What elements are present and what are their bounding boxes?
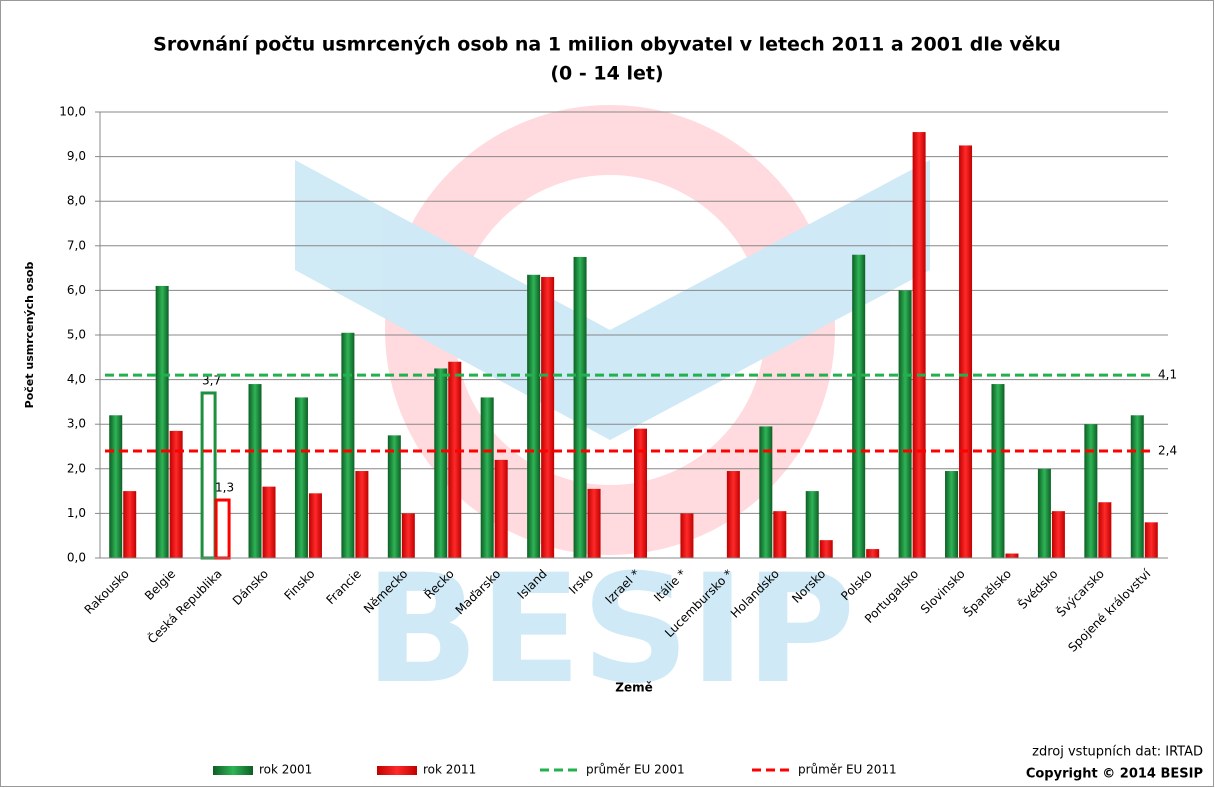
bar <box>341 333 354 558</box>
bar <box>1145 522 1158 558</box>
bar <box>991 384 1004 558</box>
bar <box>1052 511 1065 558</box>
bar <box>1084 424 1097 558</box>
bar <box>263 487 276 558</box>
bar <box>1038 469 1051 558</box>
y-tick-label: 5,0 <box>67 328 86 342</box>
bar <box>1131 415 1144 558</box>
bar <box>309 493 322 558</box>
bar <box>574 257 587 558</box>
y-tick-label: 0,0 <box>67 551 86 565</box>
bar <box>249 384 262 558</box>
x-axis-label: Země <box>615 681 652 695</box>
bar <box>680 513 693 558</box>
bar <box>773 511 786 558</box>
source: zdroj vstupních dat: IRTAD <box>1032 745 1203 760</box>
bar <box>448 362 461 558</box>
legend-label: průměr EU 2001 <box>586 763 685 777</box>
bar <box>541 277 554 558</box>
bar <box>1098 502 1111 558</box>
bar <box>295 397 308 558</box>
legend-swatch <box>377 766 417 775</box>
legend-label: průměr EU 2011 <box>798 763 897 777</box>
bar <box>759 426 772 558</box>
bar <box>216 500 229 558</box>
chart: BESIP Srovnání počtu usmrcených osob na … <box>0 0 1215 788</box>
y-tick-label: 3,0 <box>67 417 86 431</box>
bar <box>959 145 972 558</box>
chart-title: Srovnání počtu usmrcených osob na 1 mili… <box>153 34 1061 56</box>
bar <box>123 491 136 558</box>
y-tick-label: 10,0 <box>59 105 86 119</box>
bar <box>945 471 958 558</box>
legend-label: rok 2001 <box>259 763 312 777</box>
bar <box>109 415 122 558</box>
bar <box>481 397 494 558</box>
y-tick-label: 1,0 <box>67 506 86 520</box>
y-tick-label: 2,0 <box>67 461 86 475</box>
copyright: Copyright © 2014 BESIP <box>1026 767 1203 782</box>
bar <box>402 513 415 558</box>
bar <box>495 460 508 558</box>
y-tick-label: 9,0 <box>67 149 86 163</box>
bar <box>820 540 833 558</box>
bar <box>866 549 879 558</box>
watermark-text: BESIP <box>365 543 856 717</box>
legend-label: rok 2011 <box>423 763 476 777</box>
bar <box>806 491 819 558</box>
reference-label: 4,1 <box>1158 368 1177 382</box>
bar <box>634 429 647 558</box>
bar <box>727 471 740 558</box>
bar <box>388 435 401 558</box>
data-label: 1,3 <box>215 481 234 495</box>
bar <box>434 368 447 558</box>
bar <box>355 471 368 558</box>
legend-swatch <box>213 766 253 775</box>
bar <box>913 132 926 558</box>
bar <box>1005 554 1018 558</box>
bar <box>852 255 865 558</box>
bar <box>588 489 601 558</box>
y-tick-label: 6,0 <box>67 283 86 297</box>
bar <box>527 275 540 558</box>
bar <box>156 286 169 558</box>
bar <box>899 290 912 558</box>
chart-subtitle: (0 - 14 let) <box>550 63 663 85</box>
y-tick-label: 7,0 <box>67 238 86 252</box>
bar <box>202 393 215 558</box>
y-tick-label: 4,0 <box>67 372 86 386</box>
y-axis-label: Počet usmrcených osob <box>23 262 36 409</box>
reference-label: 2,4 <box>1158 443 1177 457</box>
y-tick-label: 8,0 <box>67 194 86 208</box>
